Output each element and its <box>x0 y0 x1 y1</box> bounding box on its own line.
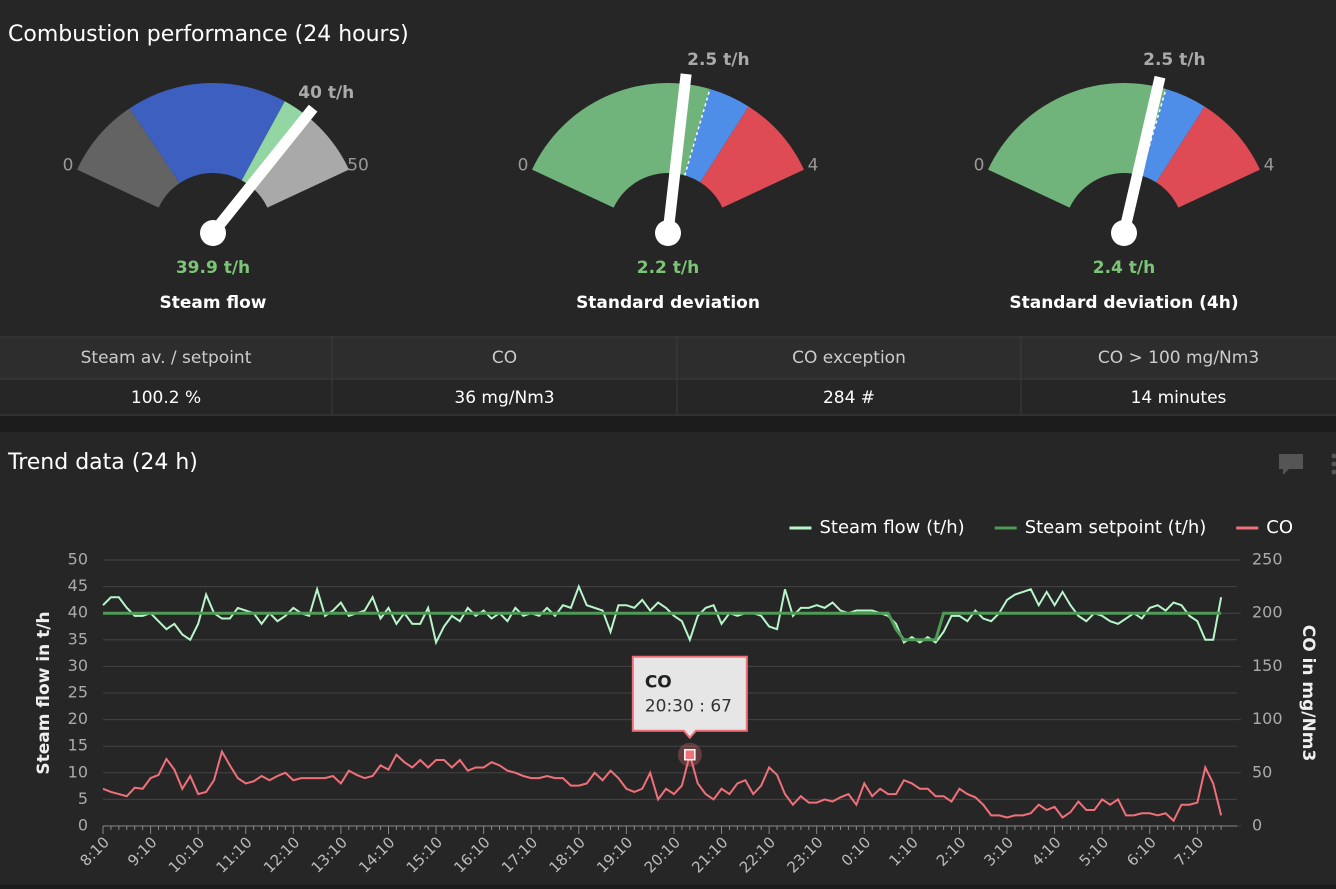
y-tick-label: 50 <box>68 550 88 569</box>
legend-label: Steam flow (t/h) <box>819 517 964 538</box>
y2-tick-label: 0 <box>1252 816 1262 835</box>
panel-title: Combustion performance (24 hours) <box>8 22 409 47</box>
gauge-min-label: 0 <box>63 155 74 175</box>
y2-tick-label: 50 <box>1252 762 1272 781</box>
menu-icon[interactable] <box>1332 454 1336 475</box>
gauge-title: Steam flow <box>160 293 267 313</box>
gauge-max-label: 50 <box>347 155 369 175</box>
gauge-value: 39.9 t/h <box>176 258 250 278</box>
table-cell: 36 mg/Nm3 <box>454 388 554 408</box>
table-cell: 100.2 % <box>131 388 201 408</box>
y2-tick-label: 100 <box>1252 709 1283 728</box>
table-header: CO <box>492 348 517 368</box>
table-header: CO > 100 mg/Nm3 <box>1098 348 1259 368</box>
y-tick-label: 45 <box>68 576 88 595</box>
y-tick-label: 0 <box>78 816 88 835</box>
gauge-value: 2.2 t/h <box>637 258 699 278</box>
y-tick-label: 20 <box>68 709 88 728</box>
gauge-title: Standard deviation (4h) <box>1009 293 1238 313</box>
y-tick-label: 25 <box>68 683 88 702</box>
setpoint-label: 40 t/h <box>298 83 354 103</box>
trend-title: Trend data (24 h) <box>7 450 198 475</box>
gauge-max-label: 4 <box>1264 155 1275 175</box>
y2-tick-label: 250 <box>1252 550 1283 569</box>
table-cell: 14 minutes <box>1131 388 1227 408</box>
y-axis-label: Steam flow in t/h <box>34 611 54 774</box>
y-tick-label: 35 <box>68 629 88 648</box>
gauge-max-label: 4 <box>808 155 819 175</box>
needle-hub <box>655 220 681 246</box>
gauge-title: Standard deviation <box>576 293 760 313</box>
gauge-min-label: 0 <box>518 155 529 175</box>
gauge-min-label: 0 <box>974 155 985 175</box>
table-cell: 284 # <box>823 388 875 408</box>
y-tick-label: 30 <box>68 656 88 675</box>
y-tick-label: 15 <box>68 736 88 755</box>
y2-tick-label: 150 <box>1252 656 1283 675</box>
hover-point <box>685 750 695 760</box>
setpoint-label: 2.5 t/h <box>1143 50 1205 70</box>
tooltip-text: 20:30 : 67 <box>645 697 732 717</box>
y2-axis-label: CO in mg/Nm3 <box>1298 625 1318 762</box>
table-header: Steam av. / setpoint <box>81 348 252 368</box>
needle-hub <box>200 220 226 246</box>
needle-hub <box>1111 220 1137 246</box>
setpoint-label: 2.5 t/h <box>687 50 749 70</box>
y2-tick-label: 200 <box>1252 603 1283 622</box>
table-header: CO exception <box>792 348 906 368</box>
y-tick-label: 5 <box>78 789 88 808</box>
y-tick-label: 10 <box>68 762 88 781</box>
y-tick-label: 40 <box>68 603 88 622</box>
legend-label: Steam setpoint (t/h) <box>1025 517 1207 538</box>
tooltip-title: CO <box>645 673 672 693</box>
legend-label: CO <box>1266 517 1293 538</box>
gauge-value: 2.4 t/h <box>1093 258 1155 278</box>
